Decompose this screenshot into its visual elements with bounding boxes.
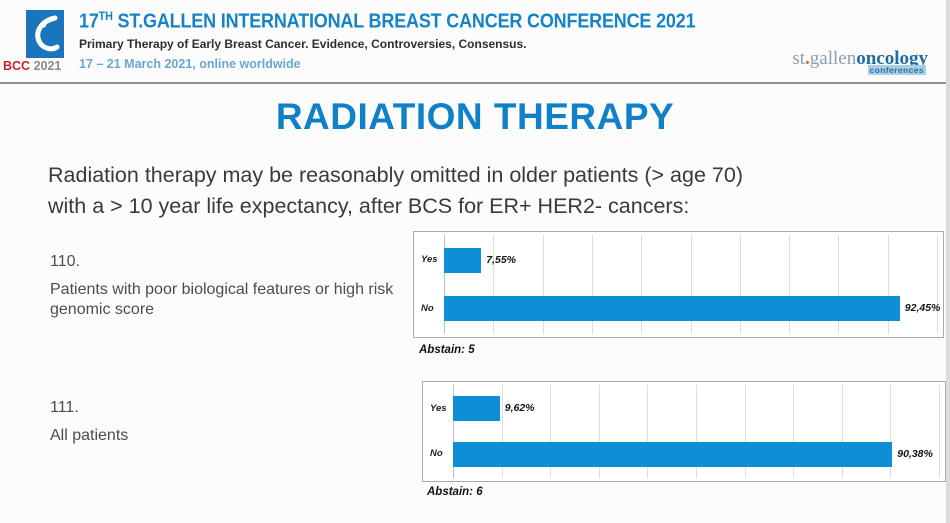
stgallen-oncology-logo: st.gallenoncology conferences [792, 48, 928, 75]
conference-dates: 17 – 21 March 2021, online worldwide [79, 57, 301, 71]
bcc-swirl-icon [35, 15, 60, 52]
question-111-number: 111. [50, 399, 79, 416]
gridline [841, 385, 843, 478]
axis-line [444, 235, 445, 334]
axis-line [453, 385, 454, 478]
stgallen-conferences-badge: conferences [867, 65, 926, 75]
conference-title-number: 17 [79, 10, 99, 33]
abstain-111: Abstain: 6 [427, 486, 483, 498]
gridline [501, 385, 503, 478]
vote-bar [444, 247, 482, 273]
gridline [793, 385, 795, 478]
bcc-logo-year: 2021 [33, 59, 62, 73]
category-label: No [430, 448, 443, 460]
gridline [744, 385, 746, 478]
conference-title-text: ST.GALLEN INTERNATIONAL BREAST CANCER CO… [112, 10, 696, 33]
gridline [542, 235, 544, 334]
gridline [591, 235, 593, 334]
gridline [641, 235, 643, 334]
value-label: 90,38% [897, 447, 933, 460]
header-separator [0, 82, 950, 84]
stgallen-logo-dot: . [805, 48, 810, 69]
gridline [598, 385, 600, 478]
gridline [890, 385, 892, 478]
vote-bar [444, 296, 900, 322]
abstain-110: Abstain: 5 [419, 344, 475, 356]
vote-bar [453, 441, 893, 467]
value-label: 7,55% [486, 253, 516, 266]
gridline [696, 385, 697, 478]
conference-title: 17TH ST.GALLEN INTERNATIONAL BREAST CANC… [79, 9, 696, 34]
question-110-text: Patients with poor biological features o… [50, 281, 394, 318]
category-label: Yes [430, 402, 447, 414]
question-intro: Radiation therapy may be reasonably omit… [48, 160, 928, 222]
vote-chart-111: Yes 9,62% No 90,38% [422, 381, 946, 482]
question-111-label: 111. All patients [50, 398, 422, 446]
stgallen-logo-st: st [792, 48, 806, 69]
question-111-text: All patients [50, 427, 129, 444]
gridline [887, 235, 889, 334]
conference-title-ordinal: TH [98, 9, 113, 23]
question-110-number: 110. [50, 253, 80, 270]
bcc-logo [26, 10, 64, 58]
question-intro-line1: Radiation therapy may be reasonably omit… [48, 163, 743, 187]
question-intro-line2: with a > 10 year life expectancy, after … [48, 194, 690, 218]
category-label: No [421, 302, 434, 314]
gridline [789, 235, 791, 334]
bcc-logo-caption: BCC 2021 [3, 59, 73, 73]
stgallen-logo-gallen: gallen [809, 48, 857, 69]
gridline [937, 235, 938, 334]
gridline [838, 235, 840, 334]
conference-subtitle: Primary Therapy of Early Breast Cancer. … [79, 37, 527, 51]
gridline [939, 385, 940, 478]
slide-title: RADIATION THERAPY [275, 96, 675, 137]
gridline [739, 235, 741, 334]
stgallen-logo-oncology: oncology [856, 48, 928, 69]
screen-edge-shadow [946, 0, 950, 523]
value-label: 92,45% [904, 302, 941, 315]
gridline [647, 385, 649, 478]
gridline [690, 235, 692, 334]
bcc-logo-bcc: BCC [3, 59, 31, 73]
vote-chart-110: Yes 7,55% No 92,45% [413, 231, 944, 338]
vote-bar [453, 396, 500, 422]
question-110-label: 110. Patients with poor biological featu… [50, 252, 422, 320]
category-label: Yes [421, 254, 438, 266]
gridline [493, 235, 495, 334]
value-label: 9,62% [504, 402, 535, 415]
gridline [550, 385, 552, 478]
